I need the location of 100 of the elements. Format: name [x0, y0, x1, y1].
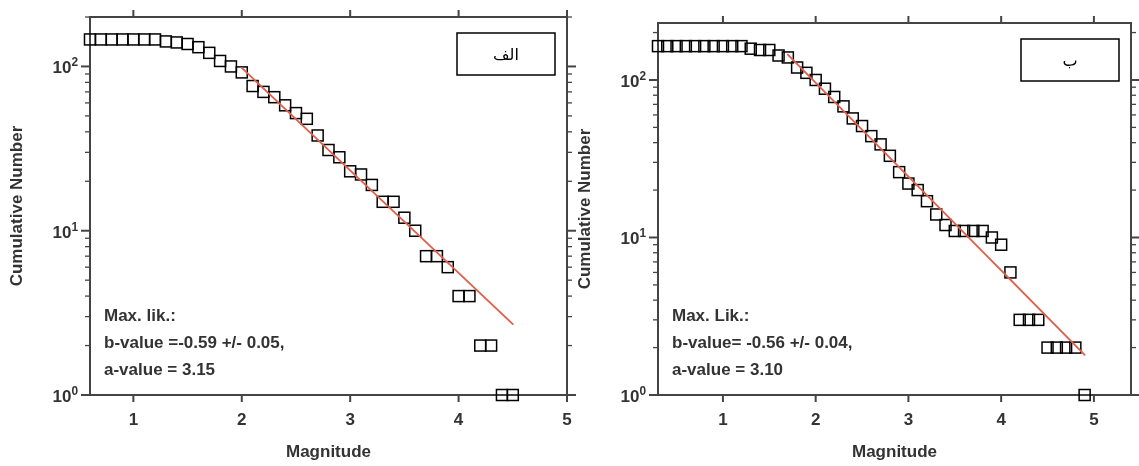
point: [1004, 266, 1017, 279]
point: [772, 49, 785, 62]
point: [790, 61, 804, 74]
point: [1022, 313, 1036, 327]
point: [289, 106, 303, 120]
point: [463, 289, 476, 303]
point: [452, 289, 465, 303]
point: [484, 339, 498, 352]
x-tick-label: 5: [562, 410, 572, 429]
point: [300, 112, 314, 126]
x-tick-label: 1: [718, 410, 728, 429]
point: [159, 35, 173, 48]
point: [343, 165, 357, 178]
point: [322, 143, 335, 157]
point: [846, 112, 860, 125]
x-tick-label: 5: [1089, 410, 1099, 429]
y-tick-label: 10$^{2}$: [620, 68, 647, 91]
point: [419, 249, 433, 263]
y-tick-label: 10$^{2}$: [52, 55, 79, 78]
point: [827, 90, 841, 104]
point: [148, 33, 162, 46]
point: [83, 33, 97, 46]
point: [246, 79, 259, 93]
point: [688, 39, 702, 53]
point: [430, 249, 444, 263]
point: [818, 82, 832, 95]
point: [354, 168, 368, 181]
x-tick-label: 2: [810, 410, 821, 429]
point: [781, 51, 795, 64]
point: [1032, 313, 1045, 327]
point: [235, 66, 249, 79]
annotation: ب: [1062, 51, 1078, 70]
point: [506, 388, 520, 402]
point: [278, 99, 292, 112]
point: [1041, 341, 1054, 354]
point: [1069, 341, 1082, 354]
x-tick-label: 3: [345, 410, 355, 429]
point: [181, 37, 194, 51]
point: [137, 33, 151, 46]
annotation: Max. lik.: b-value =-0.59 +/- 0.05, a-value = 3.15: [104, 306, 285, 379]
point: [985, 231, 999, 244]
point: [939, 218, 952, 232]
point: [911, 183, 924, 197]
point: [268, 90, 281, 104]
point: [948, 224, 962, 238]
point: [763, 43, 776, 57]
point: [1013, 313, 1026, 327]
point: [398, 211, 411, 224]
point: [311, 129, 324, 142]
point: [994, 238, 1008, 251]
x-tick-label: 4: [996, 410, 1007, 429]
point: [725, 39, 739, 53]
point: [1078, 388, 1091, 402]
point: [224, 60, 238, 73]
x-axis-title: Magnitude: [852, 442, 937, 461]
point: [441, 260, 454, 274]
point: [1050, 341, 1064, 354]
point: [170, 36, 183, 49]
point: [365, 178, 379, 192]
y-tick-label: 10$^{1}$: [620, 226, 647, 249]
y-tick-label: 10$^{1}$: [52, 219, 79, 242]
point: [874, 138, 887, 151]
x-axis-title: Magnitude: [286, 442, 371, 461]
point: [716, 39, 730, 53]
point: [651, 39, 665, 53]
point: [744, 42, 757, 55]
point: [735, 39, 748, 53]
x-tick-label: 3: [903, 410, 914, 429]
point: [661, 39, 674, 53]
point: [809, 73, 822, 87]
point: [376, 195, 389, 209]
annotation: الف: [493, 45, 519, 64]
point: [213, 54, 227, 68]
point: [929, 208, 943, 221]
point: [670, 39, 683, 53]
point: [855, 119, 869, 133]
point: [116, 33, 129, 46]
annotation: Max. Lik.: b-value= -0.56 +/- 0.04, a-value = 3.10: [672, 306, 853, 379]
point: [387, 195, 400, 209]
point: [800, 66, 813, 80]
point: [105, 33, 118, 46]
point: [408, 224, 422, 237]
point: [707, 39, 720, 53]
x-tick-label: 2: [237, 410, 247, 429]
point: [257, 85, 270, 99]
point: [474, 339, 487, 352]
y-tick-label: 10$^{0}$: [52, 384, 79, 406]
point: [1059, 341, 1073, 354]
x-tick-label: 4: [453, 410, 464, 429]
point: [94, 33, 108, 46]
point: [883, 149, 897, 163]
point: [957, 224, 971, 238]
point: [698, 39, 711, 53]
point: [837, 100, 850, 113]
point: [920, 194, 934, 208]
point: [976, 224, 989, 238]
point: [679, 39, 693, 53]
point: [192, 40, 205, 54]
point: [902, 177, 915, 190]
y-tick-label: 10$^{0}$: [620, 384, 647, 406]
